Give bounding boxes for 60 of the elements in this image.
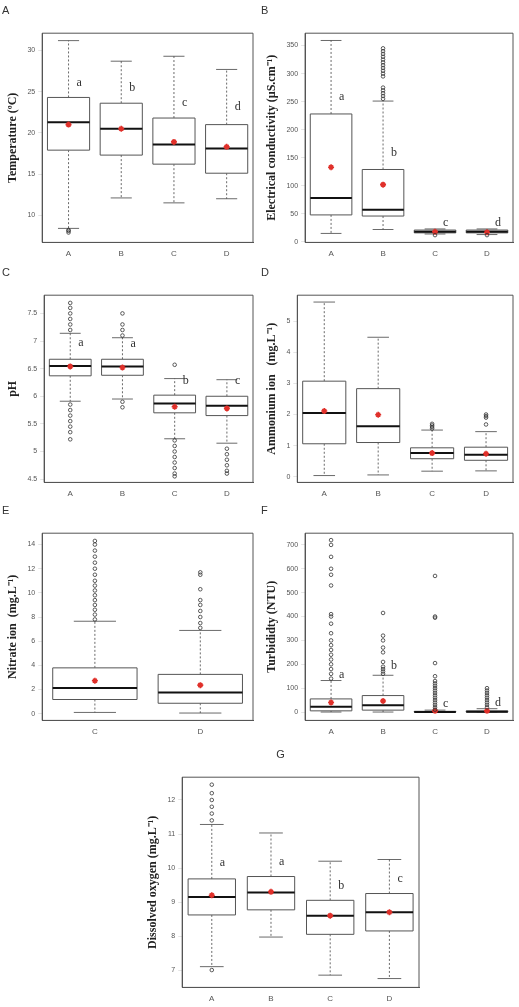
x-tick-label: D — [224, 489, 230, 499]
annotation: d — [495, 694, 502, 709]
x-tick-label: C — [327, 994, 334, 1004]
x-tick-label: D — [223, 249, 230, 259]
chart-title: F — [261, 503, 268, 516]
annotation: c — [234, 373, 241, 388]
x-tick-label: B — [268, 994, 274, 1004]
x-tick-label: D — [484, 727, 491, 737]
annotation: b — [338, 877, 345, 892]
annotation: a — [219, 854, 226, 869]
annotation: a — [278, 854, 285, 869]
x-tick-label: A — [328, 727, 335, 737]
x-tick-label: C — [429, 489, 436, 499]
x-tick-label: B — [119, 489, 126, 499]
x-tick-label: C — [432, 249, 439, 259]
x-tick-label: C — [171, 489, 178, 499]
chart-title: B — [261, 3, 269, 16]
annotation: b — [129, 80, 136, 95]
x-tick-label: D — [197, 727, 204, 737]
x-tick-label: D — [484, 249, 491, 259]
x-tick-label: A — [321, 489, 328, 499]
y-axis-title: Turbididty (NTU) — [264, 580, 279, 673]
y-axis-title: Dissolved oxygen (mg.L⁻¹) — [145, 815, 160, 949]
annotation: b — [391, 657, 398, 672]
x-tick-label: A — [67, 489, 74, 499]
chart-title: C — [2, 265, 10, 278]
x-tick-label: B — [380, 727, 386, 737]
annotation: c — [443, 215, 449, 230]
x-tick-label: C — [171, 249, 178, 259]
annotation: c — [443, 696, 449, 711]
annotation: a — [76, 75, 83, 90]
x-tick-label: B — [380, 249, 386, 259]
annotation: a — [339, 666, 346, 681]
chart-title: A — [2, 3, 10, 16]
x-tick-label: C — [92, 727, 98, 737]
chart-title: E — [2, 503, 10, 516]
x-tick-label: B — [375, 489, 381, 499]
x-tick-label: A — [209, 994, 216, 1004]
chart-title: D — [261, 265, 269, 278]
annotation: a — [339, 89, 346, 104]
y-axis-title: pH — [5, 380, 20, 397]
chart-title: G — [276, 747, 285, 760]
annotation: a — [78, 335, 85, 350]
x-tick-label: D — [483, 489, 490, 499]
annotation: c — [397, 871, 403, 886]
annotation: b — [391, 144, 398, 159]
annotation: b — [182, 373, 189, 388]
x-tick-label: A — [65, 249, 72, 259]
y-axis-title: Temperature (ºC) — [5, 92, 20, 183]
y-axis-title: Ammonium ion (mg.L⁻¹) — [264, 322, 279, 455]
y-axis-title: Electrical conductivity (µS.cm⁻¹) — [264, 54, 279, 221]
annotation: d — [234, 99, 241, 114]
x-tick-label: D — [386, 994, 393, 1004]
x-tick-label: C — [432, 727, 439, 737]
annotation: a — [130, 336, 137, 351]
y-axis-title: Nitrate ion (mg.L⁻¹) — [5, 574, 20, 679]
x-tick-label: B — [118, 249, 124, 259]
x-tick-label: A — [328, 249, 335, 259]
annotation: c — [181, 95, 188, 110]
annotation: d — [495, 215, 502, 230]
